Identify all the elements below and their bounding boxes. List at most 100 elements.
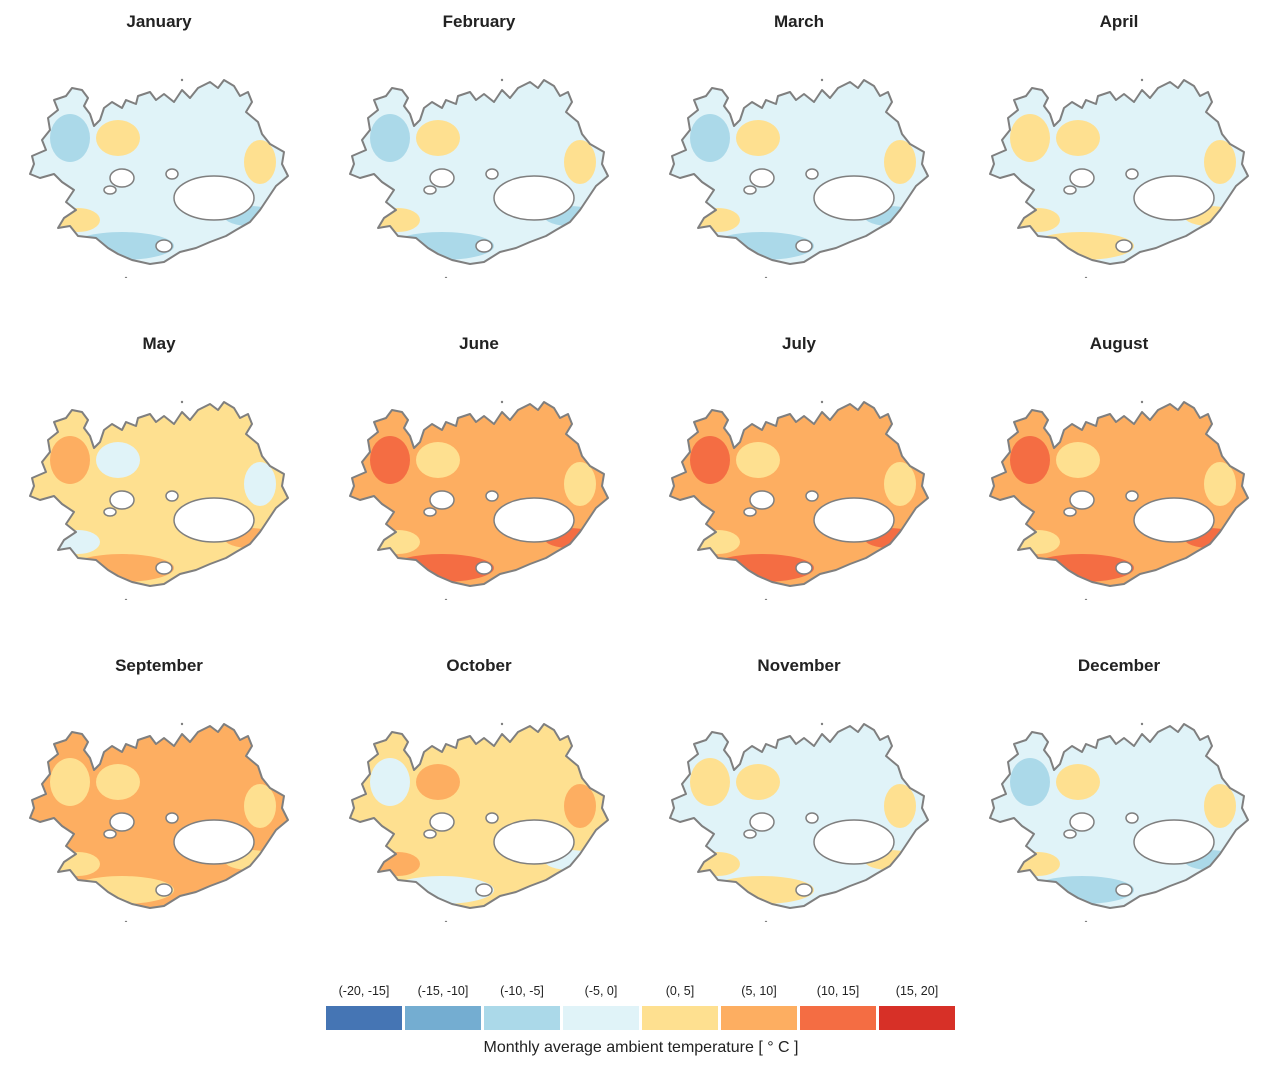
glacier xyxy=(795,883,813,897)
panel-title: March xyxy=(773,12,825,31)
panel-october: October xyxy=(320,644,638,966)
glacier xyxy=(423,829,437,839)
iceland-map xyxy=(29,722,289,922)
panel-march: March xyxy=(640,0,958,322)
temperature-region xyxy=(884,784,916,828)
glacier xyxy=(805,812,819,824)
panel-title: August xyxy=(1089,334,1149,353)
glacier xyxy=(493,175,575,221)
temperature-region xyxy=(1204,140,1236,184)
glacier xyxy=(103,829,117,839)
temperature-region xyxy=(564,462,596,506)
island-dot xyxy=(820,400,824,404)
coastline xyxy=(669,723,929,909)
iceland-map xyxy=(29,400,289,600)
glacier xyxy=(805,490,819,502)
panel-title: October xyxy=(446,656,512,675)
panel-february: February xyxy=(320,0,638,322)
panel-december: December xyxy=(960,644,1274,966)
glacier xyxy=(165,812,179,824)
legend-label: (5, 10] xyxy=(741,984,777,998)
temperature-region xyxy=(50,436,90,484)
iceland-map xyxy=(989,722,1249,922)
island-dot xyxy=(180,722,184,726)
glacier xyxy=(429,168,455,188)
coastline xyxy=(349,723,609,909)
island-dot xyxy=(1084,276,1088,278)
legend: (-20, -15] (-15, -10] (-10, -5] (-5, 0] … xyxy=(326,984,956,1064)
glacier xyxy=(1133,175,1215,221)
glacier xyxy=(813,819,895,865)
island-dot xyxy=(764,276,768,278)
iceland-map xyxy=(989,400,1249,600)
coastline xyxy=(669,401,929,587)
glacier xyxy=(743,507,757,517)
island-dot xyxy=(1084,598,1088,600)
island-dot xyxy=(444,920,448,922)
glacier xyxy=(155,561,173,575)
glacier xyxy=(103,507,117,517)
glacier xyxy=(109,490,135,510)
legend-swatch xyxy=(721,1006,797,1030)
glacier xyxy=(475,883,493,897)
island-dot xyxy=(180,78,184,82)
glacier xyxy=(813,497,895,543)
legend-label: (10, 15] xyxy=(816,984,860,998)
glacier xyxy=(173,497,255,543)
glacier xyxy=(1125,490,1139,502)
legend-swatches xyxy=(326,1006,956,1030)
panel-june: June xyxy=(320,322,638,644)
temperature-region xyxy=(1056,764,1100,800)
coastline xyxy=(989,723,1249,909)
glacier xyxy=(165,490,179,502)
glacier xyxy=(155,239,173,253)
glacier xyxy=(173,175,255,221)
panel-september: September xyxy=(0,644,318,966)
island-dot xyxy=(820,78,824,82)
temperature-region xyxy=(96,120,140,156)
temperature-region xyxy=(1056,442,1100,478)
glacier xyxy=(1115,239,1133,253)
glacier xyxy=(475,239,493,253)
temperature-region xyxy=(416,442,460,478)
glacier xyxy=(155,883,173,897)
legend-swatch xyxy=(405,1006,481,1030)
glacier xyxy=(1069,168,1095,188)
temperature-region xyxy=(416,120,460,156)
glacier xyxy=(1125,168,1139,180)
glacier xyxy=(1063,507,1077,517)
island-dot xyxy=(124,276,128,278)
island-dot xyxy=(124,920,128,922)
glacier xyxy=(795,239,813,253)
temperature-region xyxy=(1204,462,1236,506)
panel-title: January xyxy=(126,12,192,31)
coastline xyxy=(989,79,1249,265)
island-dot xyxy=(1084,920,1088,922)
glacier xyxy=(423,185,437,195)
temperature-region xyxy=(690,114,730,162)
panel-title: December xyxy=(1077,656,1161,675)
temperature-region xyxy=(50,758,90,806)
panel-july: July xyxy=(640,322,958,644)
legend-swatch xyxy=(484,1006,560,1030)
temperature-region xyxy=(1010,758,1050,806)
temperature-region xyxy=(370,436,410,484)
glacier xyxy=(103,185,117,195)
glacier xyxy=(795,561,813,575)
temperature-region xyxy=(96,442,140,478)
coastline xyxy=(349,401,609,587)
panel-may: May xyxy=(0,322,318,644)
island-dot xyxy=(1140,78,1144,82)
island-dot xyxy=(500,400,504,404)
legend-swatch xyxy=(800,1006,876,1030)
glacier xyxy=(485,812,499,824)
map-grid: January February March April May June Ju… xyxy=(0,0,1274,966)
glacier xyxy=(173,819,255,865)
legend-swatch xyxy=(563,1006,639,1030)
island-dot xyxy=(1140,722,1144,726)
legend-swatch xyxy=(642,1006,718,1030)
iceland-map xyxy=(669,78,929,278)
island-dot xyxy=(764,598,768,600)
panel-title: July xyxy=(781,334,817,353)
coastline xyxy=(349,79,609,265)
